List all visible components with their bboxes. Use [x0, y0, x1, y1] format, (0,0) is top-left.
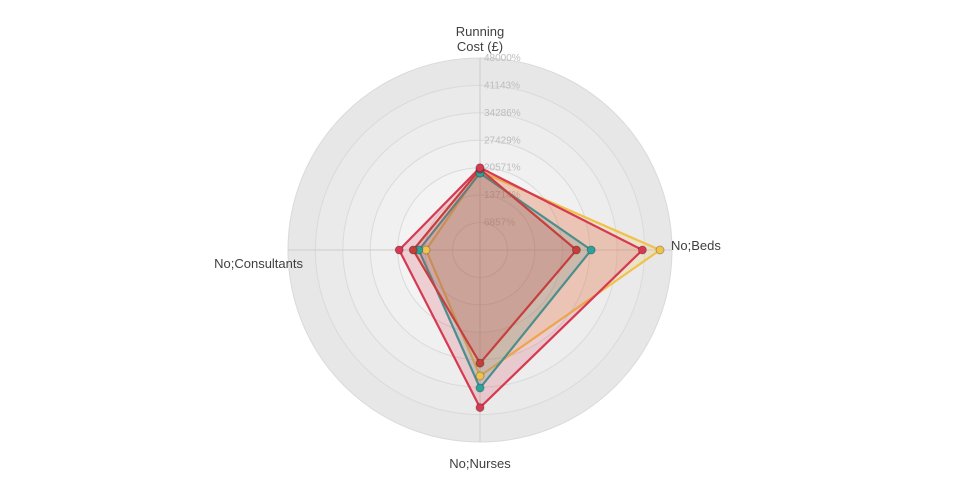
axis-label-consultants: No;Consultants [214, 256, 303, 271]
data-point-red-inner [571, 245, 581, 255]
data-point-red-inner [408, 245, 418, 255]
data-point-red-outer [475, 163, 485, 173]
axis-label-running-cost: Running Cost (£) [380, 24, 580, 54]
data-point-teal [475, 383, 485, 393]
tick-label: 6857% [484, 218, 515, 229]
axis-label-beds: No;Beds [671, 238, 721, 253]
data-point-yellow [475, 371, 485, 381]
axis-label-nurses: No;Nurses [449, 456, 511, 471]
tick-label: 20571% [484, 163, 521, 174]
data-point-teal [586, 245, 596, 255]
data-point-red-outer [394, 245, 404, 255]
axis-label-running-cost-line1: Running [455, 24, 505, 39]
tick-label: 34286% [484, 108, 521, 119]
axis-label-running-cost-line2: Cost (£) [456, 39, 504, 54]
data-point-red-outer [637, 245, 647, 255]
data-point-red-outer [475, 403, 485, 413]
tick-label: 41143% [484, 80, 520, 91]
tick-label: 13714% [484, 190, 521, 201]
tick-label: 48000% [484, 53, 521, 64]
tick-label: 27429% [484, 135, 521, 146]
data-point-red-inner [475, 358, 485, 368]
data-point-yellow [655, 245, 665, 255]
